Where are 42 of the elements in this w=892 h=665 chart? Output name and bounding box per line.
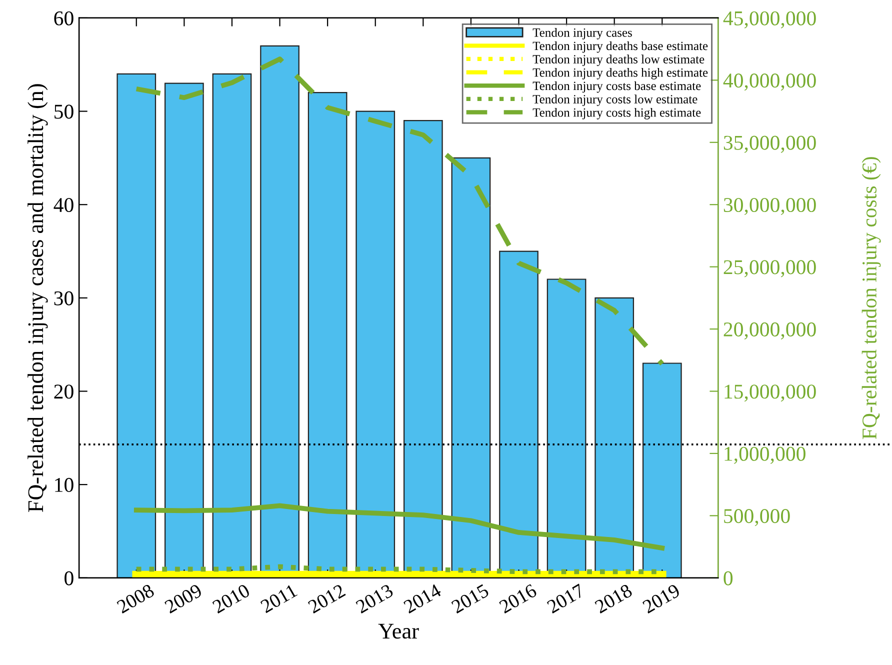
x-tick-label: 2011 xyxy=(260,584,298,614)
y-tick-label: 50 xyxy=(54,104,74,119)
line-series xyxy=(134,503,665,550)
y2-tick-label: 1,000,000 xyxy=(724,446,806,464)
x-tick-label: 2012 xyxy=(307,584,346,614)
x-tick-label: 2015 xyxy=(450,584,490,614)
y-tick-label: 20 xyxy=(54,384,74,399)
y-tick-label: 30 xyxy=(54,291,74,306)
y-axis-title: FQ-related tendon injury cases and mortality (n) xyxy=(28,84,48,512)
x-tick-label: 2017 xyxy=(546,584,586,614)
y3-tick-label: 35,000,000 xyxy=(724,136,816,153)
y-tick-label: 10 xyxy=(55,478,74,492)
legend-label: Tendon injury deaths base estimate xyxy=(532,41,708,53)
legend-label: Tendon injury cases xyxy=(532,28,632,40)
legend-label: Tendon injury costs base estimate xyxy=(532,81,701,93)
y3-tick-label: 20,000,000 xyxy=(724,322,816,340)
legend-label: Tendon injury costs high estimate xyxy=(532,108,701,120)
y2-axis-title: FQ-related tendon injury costs (€) xyxy=(862,157,881,440)
x-tick-label: 2014 xyxy=(402,583,442,614)
legend-label: Tendon injury costs low estimate xyxy=(532,94,698,106)
legend-label: Tendon injury deaths low estimate xyxy=(532,54,704,66)
x-tick-label: 2008 xyxy=(116,584,156,614)
y-tick-label: 60 xyxy=(54,11,74,26)
x-tick-label: 2009 xyxy=(164,584,203,614)
y2-tick-label: 0 xyxy=(724,571,733,586)
x-tick-label: 2013 xyxy=(355,584,394,614)
x-tick-label: 2010 xyxy=(212,584,251,614)
y3-tick-label: 15,000,000 xyxy=(724,384,816,402)
legend-label: Tendon injury deaths high estimate xyxy=(532,68,708,80)
y-tick-label: 0 xyxy=(64,571,74,586)
y3-tick-label: 45,000,000 xyxy=(723,11,816,28)
x-tick-label: 2018 xyxy=(594,584,633,614)
y-tick-label: 40 xyxy=(54,198,74,212)
y2-tick-label: 500,000 xyxy=(724,509,790,526)
bar xyxy=(116,73,156,578)
x-tick-label: 2016 xyxy=(498,584,538,614)
y3-tick-label: 40,000,000 xyxy=(723,74,816,91)
bar xyxy=(642,362,682,578)
x-tick-label: 2019 xyxy=(642,584,681,614)
y3-tick-label: 25,000,000 xyxy=(724,260,816,278)
y3-tick-label: 30,000,000 xyxy=(724,198,816,216)
x-axis-title: Year xyxy=(378,624,419,639)
